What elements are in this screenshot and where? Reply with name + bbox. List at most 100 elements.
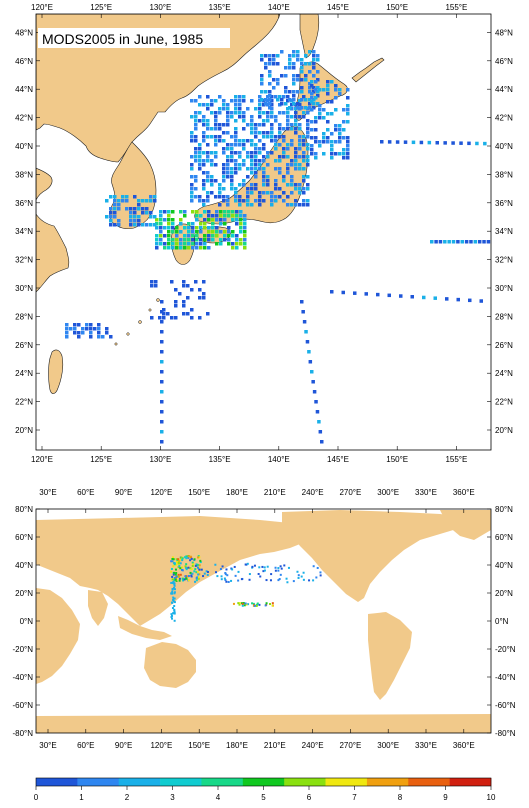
obs-cell <box>274 147 278 151</box>
obs-cell <box>261 565 264 568</box>
obs-cell <box>250 183 254 187</box>
obs-cell <box>308 50 312 54</box>
obs-cell <box>175 246 179 250</box>
obs-cell <box>195 579 198 582</box>
obs-cell <box>306 111 310 115</box>
obs-cell <box>430 240 434 244</box>
obs-cell <box>159 210 163 214</box>
obs-cell <box>292 98 296 102</box>
obs-cell <box>288 58 292 62</box>
obs-cell <box>230 147 234 151</box>
obs-cell <box>187 226 191 230</box>
obs-cell <box>242 95 246 99</box>
obs-cell <box>306 123 310 127</box>
top-lat-right-label-11: 42°N <box>495 114 513 123</box>
obs-cell <box>194 179 198 183</box>
obs-cell <box>163 218 167 222</box>
obs-cell <box>163 242 167 246</box>
obs-cell <box>290 191 294 195</box>
obs-cell <box>314 116 318 120</box>
obs-cell <box>185 563 188 566</box>
obs-cell <box>210 191 214 195</box>
obs-cell <box>308 98 312 102</box>
obs-cell <box>264 54 268 58</box>
obs-cell <box>149 211 153 215</box>
obs-cell <box>173 592 176 595</box>
obs-cell <box>194 123 198 127</box>
obs-cell <box>202 103 206 107</box>
obs-cell <box>253 604 256 607</box>
bot-lat-left-label-5: 20°N <box>15 589 33 598</box>
obs-cell <box>163 226 167 230</box>
obs-cell <box>262 103 266 107</box>
obs-cell <box>234 131 238 135</box>
obs-cell <box>274 119 278 123</box>
obs-cell <box>298 127 302 131</box>
obs-cell <box>198 119 202 123</box>
obs-cell <box>234 163 238 167</box>
obs-cell <box>270 127 274 131</box>
obs-cell <box>250 143 254 147</box>
obs-cell <box>210 99 214 103</box>
obs-cell <box>300 98 304 102</box>
obs-cell <box>270 131 274 135</box>
obs-cell <box>262 111 266 115</box>
obs-cell <box>302 111 306 115</box>
obs-cell <box>175 560 178 563</box>
obs-cell <box>218 135 222 139</box>
obs-cell <box>318 112 322 116</box>
obs-cell <box>159 242 163 246</box>
obs-cell <box>266 183 270 187</box>
obs-cell <box>286 581 289 584</box>
top-lat-left-label-13: 46°N <box>15 57 33 66</box>
obs-cell <box>234 171 238 175</box>
obs-cell <box>231 242 235 246</box>
obs-cell <box>210 175 214 179</box>
obs-cell <box>174 576 177 579</box>
obs-cell <box>167 222 171 226</box>
obs-cell <box>264 102 268 106</box>
obs-cell <box>184 575 187 578</box>
obs-cell <box>231 218 235 222</box>
bot-lon-top-label-6: 210°E <box>264 488 286 497</box>
obs-cell <box>235 222 239 226</box>
obs-cell <box>310 152 314 156</box>
obs-cell <box>190 167 194 171</box>
obs-cell <box>173 612 176 615</box>
obs-cell <box>491 300 495 304</box>
mainland-asia-south <box>36 167 70 293</box>
bot-lon-top-label-4: 150°E <box>188 488 210 497</box>
obs-cell <box>191 226 195 230</box>
obs-cell <box>191 564 194 567</box>
top-lat-left-label-3: 26°N <box>15 341 33 350</box>
obs-cell <box>326 80 330 84</box>
obs-cell <box>202 203 206 207</box>
obs-cell <box>282 135 286 139</box>
obs-cell <box>190 191 194 195</box>
obs-cell <box>183 238 187 242</box>
obs-cell <box>183 226 187 230</box>
top-lat-left-label-14: 48°N <box>15 28 33 37</box>
obs-cell <box>292 78 296 82</box>
obs-cell <box>260 82 264 86</box>
obs-cell <box>189 567 192 570</box>
obs-cell <box>206 151 210 155</box>
obs-cell <box>301 310 305 314</box>
obs-cell <box>137 203 141 207</box>
obs-cell <box>117 223 121 227</box>
obs-cell <box>310 144 314 148</box>
obs-cell <box>294 187 298 191</box>
obs-cell <box>326 120 330 124</box>
obs-cell <box>206 159 210 163</box>
obs-cell <box>315 410 320 414</box>
obs-cell <box>246 151 250 155</box>
obs-cell <box>304 330 308 334</box>
obs-cell <box>268 102 272 106</box>
obs-cell <box>223 234 227 238</box>
colorbar-segment-5 <box>242 778 285 786</box>
obs-cell <box>296 58 300 62</box>
top-lon-top-label-3: 135°E <box>209 3 231 12</box>
obs-cell <box>290 103 294 107</box>
colorbar-segment-2 <box>118 778 161 786</box>
obs-cell <box>219 230 223 234</box>
